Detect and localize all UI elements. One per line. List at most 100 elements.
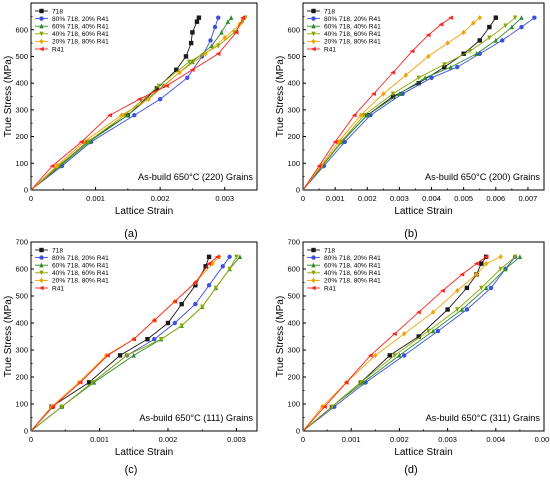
legend-marker — [39, 270, 44, 276]
data-point — [461, 29, 466, 36]
y-tick-label: 500 — [15, 52, 28, 61]
data-point — [105, 353, 110, 358]
data-point — [146, 96, 151, 102]
data-point — [215, 51, 221, 56]
data-point — [487, 35, 492, 41]
data-point — [426, 53, 431, 60]
chart-panel-4: 0 0.001 0.002 0.003 0.004 0.005 0 100 200 300 400 5… — [275, 238, 550, 476]
y-tick-label: 400 — [15, 79, 28, 88]
data-point — [228, 15, 234, 20]
legend-marker — [311, 277, 316, 284]
data-point — [479, 285, 484, 291]
legend-marker — [39, 262, 44, 268]
x-tick-label: 0.005 — [454, 194, 473, 203]
data-point — [192, 280, 198, 285]
data-point — [445, 307, 450, 312]
legend-label: 20% 718, 80% R41 — [324, 39, 381, 46]
data-point — [455, 64, 460, 70]
data-point — [124, 353, 130, 358]
legend-marker — [311, 31, 316, 37]
grain-annotation: As-build 650°C (200) Grains — [425, 172, 540, 182]
y-tick-label: 0 — [296, 427, 300, 436]
y-tick-label: 300 — [287, 105, 300, 114]
data-point — [517, 254, 523, 260]
data-point — [206, 283, 212, 288]
legend-label: R41 — [324, 285, 336, 292]
panel-label: (b) — [404, 228, 417, 240]
legend-marker — [311, 16, 316, 21]
legend-label: 718 — [324, 247, 335, 254]
x-tick-label: 0.002 — [358, 194, 377, 203]
data-point — [157, 96, 163, 102]
data-point — [145, 337, 150, 342]
data-point — [440, 288, 445, 293]
x-tick-label: 0.004 — [486, 435, 505, 444]
series-line-2 — [30, 17, 219, 191]
data-point — [474, 51, 479, 56]
y-tick-label: 100 — [287, 400, 300, 409]
data-point — [156, 83, 162, 89]
data-point — [50, 404, 56, 409]
panel-label: (c) — [125, 464, 138, 476]
data-point — [209, 43, 214, 48]
data-point — [455, 287, 460, 294]
legend-label: 20% 718, 80% R41 — [52, 39, 109, 46]
x-axis-label: Lattice Strain — [394, 206, 452, 217]
legend-marker — [39, 255, 44, 260]
legend-label: 40% 718, 60% R41 — [52, 31, 109, 38]
data-point — [174, 67, 179, 72]
legend-marker — [39, 31, 44, 37]
x-tick-label: 0.006 — [486, 194, 505, 203]
data-point — [78, 139, 84, 145]
data-point — [477, 14, 482, 21]
legend-label: 20% 718, 80% R41 — [324, 278, 381, 285]
legend-label: 80% 718, 20% R41 — [52, 16, 109, 23]
data-point — [132, 113, 137, 118]
legend-label: 80% 718, 20% R41 — [324, 16, 381, 23]
data-point — [397, 352, 402, 358]
grain-annotation: As-build 650°C (220) Grains — [138, 172, 253, 182]
x-tick-label: 0.001 — [342, 435, 361, 444]
data-point — [136, 96, 142, 102]
y-axis-label: True Stress (MPa) — [275, 56, 286, 137]
data-point — [361, 379, 366, 385]
y-tick-label: 300 — [15, 105, 28, 114]
data-point — [214, 254, 220, 260]
data-point — [459, 306, 465, 312]
data-point — [131, 352, 136, 358]
data-point — [371, 91, 376, 97]
data-point — [358, 112, 364, 118]
data-point — [57, 163, 63, 169]
data-point — [426, 328, 431, 334]
data-point — [343, 380, 349, 385]
data-point — [183, 54, 189, 59]
data-point — [220, 264, 225, 269]
y-tick-label: 600 — [15, 265, 28, 274]
data-point — [189, 67, 195, 72]
data-point — [519, 24, 524, 30]
x-tick-label: 0 — [301, 194, 305, 203]
data-point — [203, 264, 208, 269]
data-point — [442, 62, 447, 68]
legend-marker — [311, 262, 316, 268]
data-point — [435, 328, 441, 334]
x-tick-label: 0 — [301, 435, 305, 444]
legend-label: 80% 718, 20% R41 — [324, 255, 381, 262]
data-point — [342, 139, 347, 145]
legend-marker — [38, 46, 44, 52]
data-point — [512, 15, 518, 21]
data-point — [503, 266, 508, 272]
data-point — [493, 15, 498, 20]
y-tick-label: 200 — [287, 373, 300, 382]
data-point — [373, 352, 378, 359]
y-tick-label: 700 — [15, 238, 28, 247]
data-point — [387, 353, 392, 358]
y-tick-label: 0 — [24, 186, 28, 195]
x-axis-label: Lattice Strain — [115, 447, 173, 458]
data-point — [206, 254, 212, 260]
legend-marker — [311, 247, 316, 253]
legend-marker — [39, 38, 44, 45]
legend-label: 60% 718, 40% R41 — [324, 24, 381, 31]
data-point — [391, 331, 397, 336]
